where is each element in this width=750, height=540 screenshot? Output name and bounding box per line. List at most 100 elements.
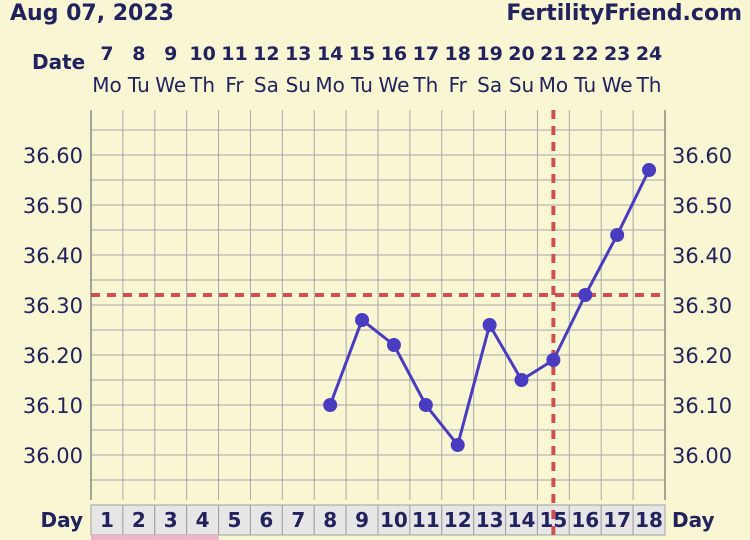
- day-number: 9: [355, 508, 369, 532]
- weekday-label: Mo: [315, 73, 345, 97]
- date-number: 7: [100, 43, 113, 65]
- brand-name: FertilityFriend.com: [506, 1, 742, 26]
- temperature-point: [642, 163, 657, 177]
- y-tick-label-left: 36.60: [23, 144, 83, 168]
- day-row-label: Day: [40, 508, 83, 532]
- y-tick-label-right: 36.60: [672, 144, 732, 168]
- weekday-label: Th: [189, 73, 215, 97]
- y-tick-label-right: 36.50: [672, 194, 732, 218]
- day-number: 3: [164, 508, 178, 532]
- weekday-label: Su: [509, 73, 534, 97]
- day-cell: [122, 504, 156, 536]
- weekday-label: We: [378, 73, 409, 97]
- date-number: 12: [253, 43, 279, 65]
- weekday-label: Th: [412, 73, 438, 97]
- day-cell: [281, 504, 315, 536]
- date-number: 17: [413, 43, 439, 65]
- temperature-point: [355, 313, 370, 327]
- menstruation-marker: [186, 535, 219, 540]
- day-number: 10: [380, 508, 408, 532]
- day-number: 5: [228, 508, 242, 532]
- day-number: 16: [571, 508, 599, 532]
- day-number: 13: [476, 508, 504, 532]
- y-tick-label-left: 36.10: [23, 394, 83, 418]
- day-cell: [505, 504, 538, 536]
- menstruation-marker: [154, 535, 187, 540]
- date-number: 11: [221, 43, 247, 65]
- day-cell: [600, 504, 634, 536]
- date-number: 16: [381, 43, 407, 65]
- temperature-point: [514, 373, 529, 387]
- day-number: 6: [259, 508, 273, 532]
- weekday-label: We: [602, 73, 633, 97]
- day-number: 18: [635, 508, 663, 532]
- date-row-label: Date: [32, 50, 86, 74]
- weekday-label: Tu: [350, 73, 373, 97]
- day-row-label-right: Day: [672, 508, 715, 532]
- date-number: 24: [636, 43, 662, 65]
- date-number: 8: [132, 43, 145, 65]
- y-tick-label-right: 36.20: [672, 344, 732, 368]
- weekday-label: Sa: [477, 73, 502, 97]
- date-number: 23: [604, 43, 630, 65]
- weekday-label: Th: [636, 73, 662, 97]
- weekday-label: Fr: [225, 73, 244, 97]
- date-number: 21: [540, 43, 566, 65]
- day-cell: [186, 504, 220, 536]
- temperature-point: [482, 318, 497, 332]
- weekday-label: Sa: [254, 73, 279, 97]
- weekday-label: Fr: [449, 73, 468, 97]
- weekday-label: Su: [286, 73, 311, 97]
- weekday-label: Mo: [539, 73, 569, 97]
- weekday-label: Tu: [127, 73, 150, 97]
- day-cell: [632, 504, 666, 536]
- date-number: 19: [476, 43, 502, 65]
- day-number: 8: [323, 508, 337, 532]
- chart-date: Aug 07, 2023: [10, 1, 174, 26]
- day-number: 7: [291, 508, 305, 532]
- day-cell: [441, 504, 475, 536]
- day-number: 1: [100, 508, 114, 532]
- day-number: 12: [444, 508, 472, 532]
- y-tick-label-left: 36.20: [23, 344, 83, 368]
- weekday-label: Mo: [92, 73, 122, 97]
- day-cell: [313, 504, 347, 536]
- temperature-point: [323, 398, 338, 412]
- date-number: 9: [164, 43, 177, 65]
- y-tick-label-right: 36.30: [672, 294, 732, 318]
- day-number: 11: [412, 508, 440, 532]
- day-cell: [473, 504, 507, 536]
- day-number: 14: [508, 508, 536, 532]
- weekday-label: We: [155, 73, 186, 97]
- temperature-point: [578, 288, 593, 302]
- date-number: 14: [317, 43, 343, 65]
- date-number: 10: [189, 43, 215, 65]
- temperature-point: [610, 228, 625, 242]
- temperature-point: [546, 353, 561, 367]
- y-tick-label-right: 36.40: [672, 244, 732, 268]
- y-tick-label-left: 36.50: [23, 194, 83, 218]
- day-number: 17: [603, 508, 631, 532]
- date-number: 13: [285, 43, 311, 65]
- y-tick-label-right: 36.10: [672, 394, 732, 418]
- date-number: 20: [508, 43, 534, 65]
- date-number: 15: [349, 43, 375, 65]
- day-number: 2: [132, 508, 146, 532]
- menstruation-marker: [91, 535, 123, 540]
- day-cell: [249, 504, 283, 536]
- date-number: 18: [444, 43, 470, 65]
- day-cell: [345, 504, 379, 536]
- menstruation-marker: [122, 535, 155, 540]
- y-tick-label-left: 36.40: [23, 244, 83, 268]
- day-number: 4: [196, 508, 210, 532]
- temperature-point: [418, 398, 433, 412]
- y-tick-label-left: 36.00: [23, 444, 83, 468]
- temperature-point: [450, 438, 465, 452]
- y-tick-label-right: 36.00: [672, 444, 732, 468]
- temperature-point: [386, 338, 401, 352]
- weekday-label: Tu: [573, 73, 596, 97]
- date-number: 22: [572, 43, 598, 65]
- y-tick-label-left: 36.30: [23, 294, 83, 318]
